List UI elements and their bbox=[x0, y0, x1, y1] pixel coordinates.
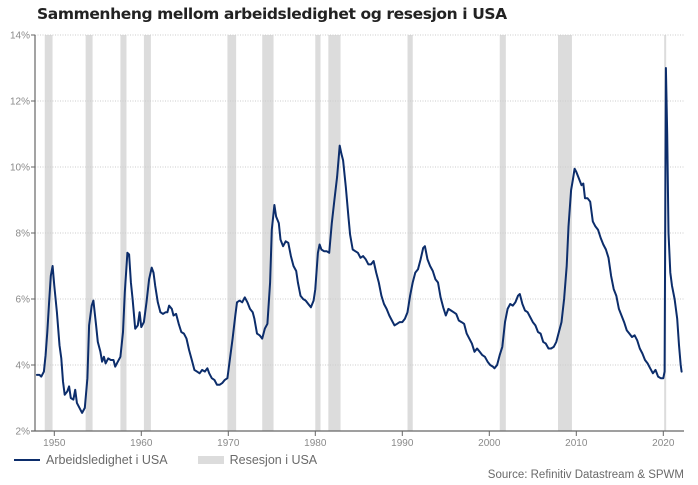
y-tick-label: 8% bbox=[16, 229, 31, 240]
legend-line-swatch bbox=[14, 459, 40, 461]
legend-item-recession: Resesjon i USA bbox=[197, 453, 318, 467]
recession-band bbox=[44, 35, 53, 431]
recession-band bbox=[328, 35, 341, 431]
legend-label-recession: Resesjon i USA bbox=[229, 453, 318, 467]
x-tick-label: 1960 bbox=[130, 438, 153, 449]
x-tick-label: 1990 bbox=[391, 438, 414, 449]
x-tick-label: 2000 bbox=[478, 438, 501, 449]
legend-item-unemployment: Arbeidsledighet i USA bbox=[14, 453, 168, 467]
legend-band-swatch bbox=[197, 456, 224, 464]
recession-band bbox=[143, 35, 151, 431]
x-tick-label: 2020 bbox=[652, 438, 675, 449]
legend: Arbeidsledighet i USA Resesjon i USA bbox=[14, 453, 347, 467]
x-tick-label: 2010 bbox=[565, 438, 588, 449]
y-tick-label: 10% bbox=[10, 163, 30, 174]
axes: 2% 4% 6% 8% 10% 12% 14% 1950 1960 1970 1980 1990 200… bbox=[10, 31, 684, 449]
recession-band bbox=[227, 35, 237, 431]
recession-band bbox=[85, 35, 93, 431]
legend-label-unemployment: Arbeidsledighet i USA bbox=[46, 453, 168, 467]
x-tick-label: 1950 bbox=[43, 438, 66, 449]
y-tick-label: 6% bbox=[16, 295, 31, 306]
y-tick-label: 14% bbox=[10, 31, 30, 42]
recession-band bbox=[558, 35, 572, 431]
y-tick-label: 12% bbox=[10, 97, 30, 108]
chart-title: Sammenheng mellom arbeidsledighet og res… bbox=[37, 5, 507, 23]
y-tick-label: 2% bbox=[16, 427, 31, 438]
x-tick-label: 1970 bbox=[217, 438, 240, 449]
series-layer bbox=[35, 67, 683, 414]
series-line-unemployment bbox=[35, 67, 683, 414]
x-tick-label: 1980 bbox=[304, 438, 327, 449]
gridlines bbox=[35, 34, 684, 366]
y-tick-label: 4% bbox=[16, 361, 31, 372]
source-note: Source: Refinitiv Datastream & SPWM bbox=[487, 469, 684, 481]
